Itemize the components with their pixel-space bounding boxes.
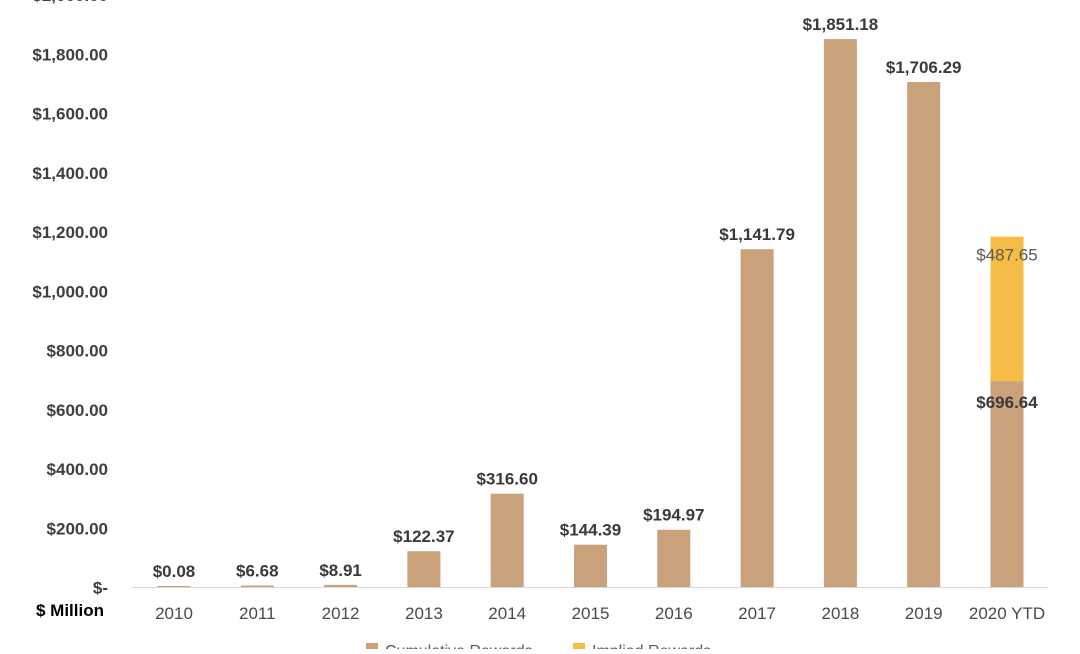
x-tick-label: 2013: [405, 604, 443, 623]
x-tick-label: 2020 YTD: [969, 604, 1045, 623]
data-label-cumulative: $1,851.18: [803, 15, 879, 34]
legend-swatch: [366, 643, 378, 654]
data-label-cumulative: $6.68: [236, 562, 279, 581]
y-tick-label: $600.00: [47, 401, 108, 420]
y-tick-label: $1,800.00: [32, 45, 108, 64]
data-label-cumulative: $194.97: [643, 506, 704, 525]
y-tick-label: $1,400.00: [32, 164, 108, 183]
bar-cumulative-rewards: [740, 249, 774, 588]
legend-swatch: [573, 643, 585, 654]
x-tick-label: 2010: [155, 604, 193, 623]
data-label-cumulative: $696.64: [976, 393, 1038, 412]
x-tick-label: 2016: [655, 604, 693, 623]
data-label-cumulative: $316.60: [476, 470, 537, 489]
legend: Cumulative Rewards Implied Rewards: [366, 643, 711, 654]
data-label-cumulative: $0.08: [153, 562, 196, 581]
x-tick-label: 2012: [322, 604, 360, 623]
bar-series: [157, 39, 1024, 588]
bar-cumulative-rewards: [823, 39, 857, 588]
x-axis: 2010 2011 2012 2013 2014 2015 2016 2017 2018 2019…: [132, 587, 1048, 623]
bar-cumulative-rewards: [324, 584, 358, 588]
data-label-cumulative: $122.37: [393, 527, 454, 546]
y-tick-label: $400.00: [47, 460, 108, 479]
y-tick-label: $1,600.00: [32, 105, 108, 124]
y-tick-label: $1,200.00: [32, 223, 108, 242]
data-labels: $0.08 $6.68 $8.91 $122.37 $316.60 $144.39 $194…: [153, 15, 1039, 581]
bar-cumulative-rewards: [240, 585, 274, 588]
legend-label: Cumulative Rewards: [385, 643, 533, 649]
bar-cumulative-rewards: [657, 529, 691, 588]
x-tick-label: 2015: [572, 604, 610, 623]
data-label-implied: $487.65: [976, 246, 1037, 265]
bar-cumulative-rewards: [990, 381, 1024, 588]
bar-cumulative-rewards: [490, 493, 524, 588]
y-axis: $- $200.00 $400.00 $600.00 $800.00 $1,000.00 $…: [32, 0, 108, 598]
bar-cumulative-rewards: [574, 544, 607, 588]
bar-cumulative-rewards: [157, 586, 191, 588]
data-label-cumulative: $1,141.79: [719, 225, 795, 244]
x-tick-label: 2017: [738, 604, 776, 623]
y-tick-label: $200.00: [47, 519, 108, 538]
data-label-cumulative: $8.91: [319, 561, 362, 580]
bar-implied-rewards: [990, 236, 1024, 382]
x-tick-label: 2011: [239, 604, 276, 623]
x-tick-label: 2014: [488, 604, 526, 623]
y-tick-label: $2,000.00: [32, 0, 108, 5]
x-tick-label: 2019: [905, 604, 943, 623]
data-label-cumulative: $144.39: [560, 521, 621, 540]
y-tick-label: $-: [93, 579, 108, 598]
data-label-cumulative: $1,706.29: [886, 58, 962, 77]
unit-label: $ Million: [36, 601, 104, 620]
y-tick-label: $800.00: [47, 342, 108, 361]
y-tick-label: $1,000.00: [32, 282, 108, 301]
bar-cumulative-rewards: [907, 82, 941, 588]
bar-cumulative-rewards: [407, 551, 441, 588]
x-tick-label: 2018: [821, 604, 859, 623]
legend-label: Implied Rewards: [592, 643, 711, 649]
